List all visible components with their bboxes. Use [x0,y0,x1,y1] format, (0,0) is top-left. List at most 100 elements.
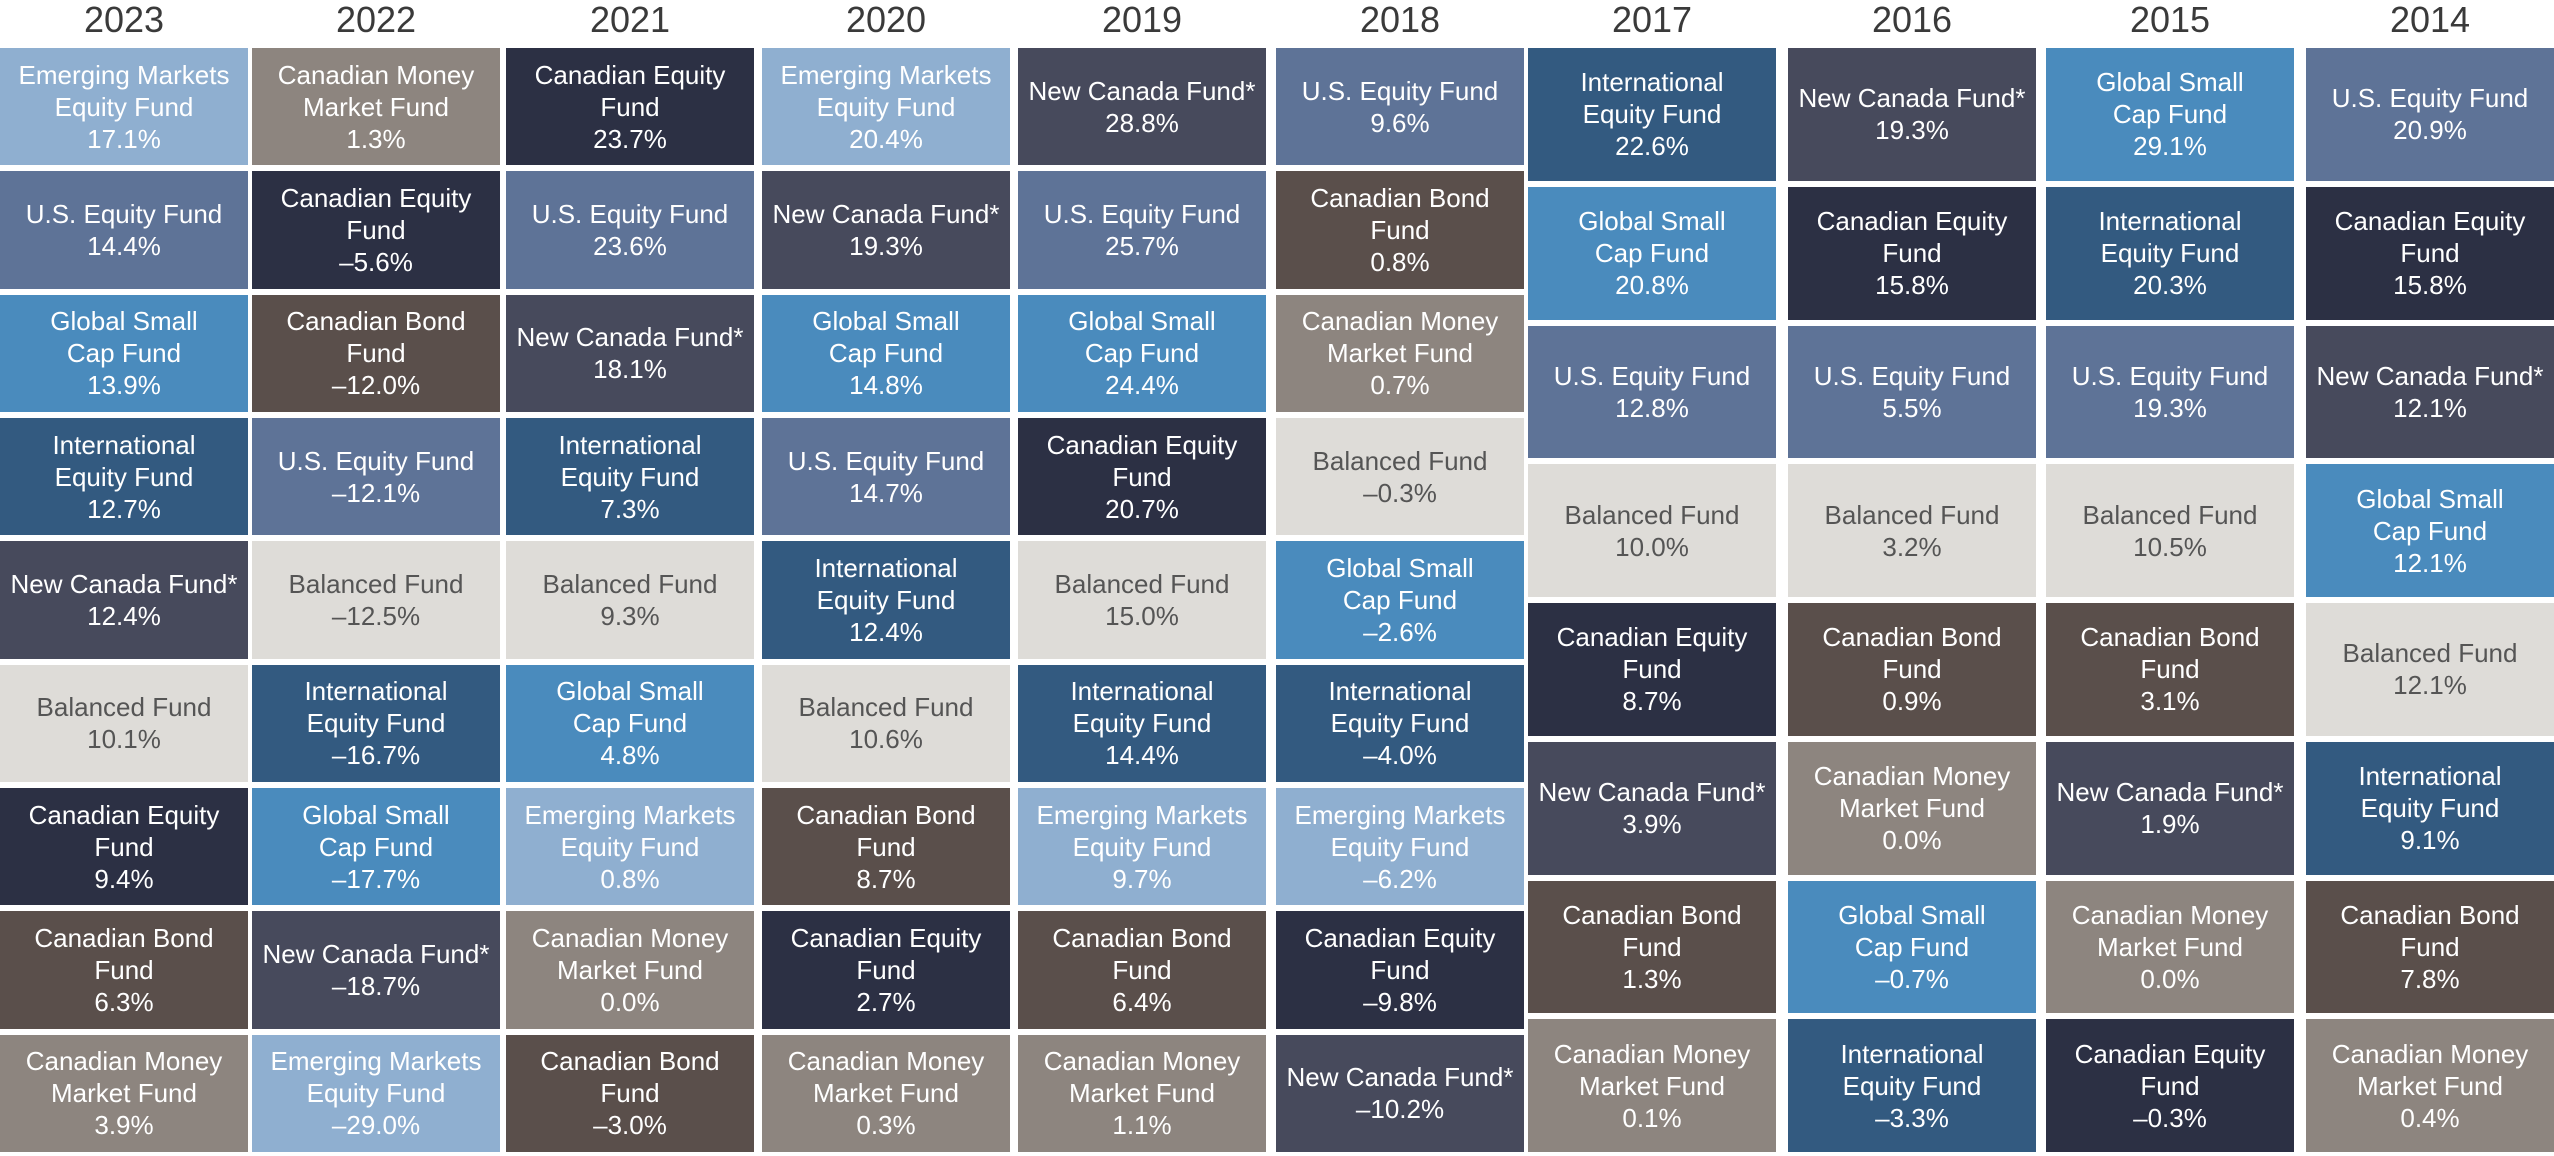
fund-name: New Canada Fund* [2056,777,2284,808]
cell-2019-global-small-cap-fund: Global Small Cap Fund 24.4% [1018,294,1266,412]
fund-return: 0.9% [1882,686,1942,717]
fund-return: 9.4% [94,863,154,894]
year-header-2016: 2016 [1871,0,1953,40]
fund-return: 0.0% [600,986,660,1017]
cell-2014-new-canada-fund: New Canada Fund* 12.1% [2306,325,2554,459]
cell-2021-emerging-markets-equity-fund: Emerging Markets Equity Fund 0.8% [506,788,754,906]
cell-2019-canadian-bond-fund: Canadian Bond Fund 6.4% [1018,911,1266,1029]
fund-name: Balanced Fund [36,692,212,723]
fund-name: Canadian Money Market Fund [1813,761,2011,824]
cell-2017-u-s-equity-fund: U.S. Equity Fund 12.8% [1528,325,1776,459]
fund-return: 14.7% [849,477,923,508]
fund-name: Global Small Cap Fund [2356,483,2504,546]
cell-2020-international-equity-fund: International Equity Fund 12.4% [762,541,1010,659]
fund-name: Balanced Fund [288,568,464,599]
fund-name: Global Small Cap Fund [50,306,198,369]
fund-return: 12.1% [2393,670,2467,701]
fund-name: New Canada Fund* [1028,75,1256,106]
fund-return: 9.7% [1112,863,1172,894]
year-header-2015: 2015 [2129,0,2211,40]
cell-2023-international-equity-fund: International Equity Fund 12.7% [0,418,248,536]
cell-2014-u-s-equity-fund: U.S. Equity Fund 20.9% [2306,48,2554,181]
fund-name: New Canada Fund* [1538,777,1766,808]
cell-2014-global-small-cap-fund: Global Small Cap Fund 12.1% [2306,464,2554,597]
cell-2021-canadian-bond-fund: Canadian Bond Fund –3.0% [506,1034,754,1152]
fund-name: International Equity Fund [304,676,448,739]
fund-return: 0.8% [1370,246,1430,277]
fund-name: Balanced Fund [2342,638,2518,669]
fund-name: Canadian Bond Fund [540,1046,720,1109]
fund-return: 20.7% [1105,493,1179,524]
fund-name: Canadian Equity Fund [1816,206,2008,269]
cell-2017-canadian-bond-fund: Canadian Bond Fund 1.3% [1528,880,1776,1014]
fund-name: Global Small Cap Fund [1326,552,1474,615]
fund-return: 13.9% [87,370,161,401]
fund-return: 25.7% [1105,230,1179,261]
fund-name: Balanced Fund [1564,499,1740,530]
fund-return: –5.6% [339,246,413,277]
fund-return: –0.7% [1875,963,1949,994]
fund-name: New Canada Fund* [1286,1062,1514,1093]
fund-return: 9.6% [1370,107,1430,138]
cell-2016-new-canada-fund: New Canada Fund* 19.3% [1788,48,2036,181]
cell-2020-canadian-money-market-fund: Canadian Money Market Fund 0.3% [762,1034,1010,1152]
fund-return: 1.3% [1622,963,1682,994]
cell-2018-canadian-equity-fund: Canadian Equity Fund –9.8% [1276,911,1524,1029]
fund-name: Canadian Money Market Fund [1301,306,1499,369]
cell-2023-canadian-equity-fund: Canadian Equity Fund 9.4% [0,788,248,906]
fund-return: 12.4% [849,616,923,647]
fund-name: Global Small Cap Fund [812,306,960,369]
fund-return: 20.9% [2393,115,2467,146]
cell-2015-u-s-equity-fund: U.S. Equity Fund 19.3% [2046,325,2294,459]
fund-return: 8.7% [1622,686,1682,717]
fund-name: Global Small Cap Fund [2096,67,2244,130]
cell-2021-balanced-fund: Balanced Fund 9.3% [506,541,754,659]
fund-return: 18.1% [593,354,667,385]
cell-2021-international-equity-fund: International Equity Fund 7.3% [506,418,754,536]
fund-return: 20.4% [849,123,923,154]
cell-2016-international-equity-fund: International Equity Fund –3.3% [1788,1019,2036,1152]
cell-2019-new-canada-fund: New Canada Fund* 28.8% [1018,48,1266,166]
fund-return: –12.1% [331,477,421,508]
cell-2014-canadian-equity-fund: Canadian Equity Fund 15.8% [2306,186,2554,320]
fund-name: U.S. Equity Fund [1813,360,2011,391]
fund-name: Emerging Markets Equity Fund [1036,799,1248,862]
cell-2018-canadian-bond-fund: Canadian Bond Fund 0.8% [1276,171,1524,289]
fund-return: 0.4% [2400,1102,2460,1133]
fund-return: 10.5% [2133,531,2207,562]
cell-2015-canadian-equity-fund: Canadian Equity Fund –0.3% [2046,1019,2294,1152]
fund-name: New Canada Fund* [516,322,744,353]
fund-name: Balanced Fund [1312,445,1488,476]
fund-return: 12.1% [2393,392,2467,423]
fund-return: 22.6% [1615,131,1689,162]
cell-2020-u-s-equity-fund: U.S. Equity Fund 14.7% [762,418,1010,536]
fund-name: Canadian Equity Fund [2074,1038,2266,1101]
fund-return: 20.8% [1615,270,1689,301]
fund-return: 12.4% [87,600,161,631]
fund-name: Balanced Fund [1054,568,1230,599]
cell-2023-global-small-cap-fund: Global Small Cap Fund 13.9% [0,294,248,412]
cell-2021-canadian-money-market-fund: Canadian Money Market Fund 0.0% [506,911,754,1029]
fund-name: Emerging Markets Equity Fund [270,1046,482,1109]
fund-return: 10.0% [1615,531,1689,562]
fund-name: Canadian Equity Fund [28,799,220,862]
fund-name: Canadian Bond Fund [2340,899,2520,962]
fund-name: Balanced Fund [798,692,974,723]
fund-return: 8.7% [856,863,916,894]
fund-name: International Equity Fund [1580,67,1724,130]
fund-return: 10.1% [87,724,161,755]
cell-2021-global-small-cap-fund: Global Small Cap Fund 4.8% [506,664,754,782]
cell-2018-canadian-money-market-fund: Canadian Money Market Fund 0.7% [1276,294,1524,412]
fund-return: 20.3% [2133,270,2207,301]
fund-name: International Equity Fund [814,552,958,615]
fund-name: Emerging Markets Equity Fund [18,59,230,122]
fund-return: 7.8% [2400,963,2460,994]
cell-2014-canadian-bond-fund: Canadian Bond Fund 7.8% [2306,880,2554,1014]
cell-2015-canadian-bond-fund: Canadian Bond Fund 3.1% [2046,603,2294,736]
fund-name: International Equity Fund [52,429,196,492]
fund-return: –0.3% [2133,1102,2207,1133]
fund-return: –6.2% [1363,863,1437,894]
cell-2015-international-equity-fund: International Equity Fund 20.3% [2046,186,2294,320]
fund-name: Emerging Markets Equity Fund [524,799,736,862]
fund-return: 12.1% [2393,547,2467,578]
